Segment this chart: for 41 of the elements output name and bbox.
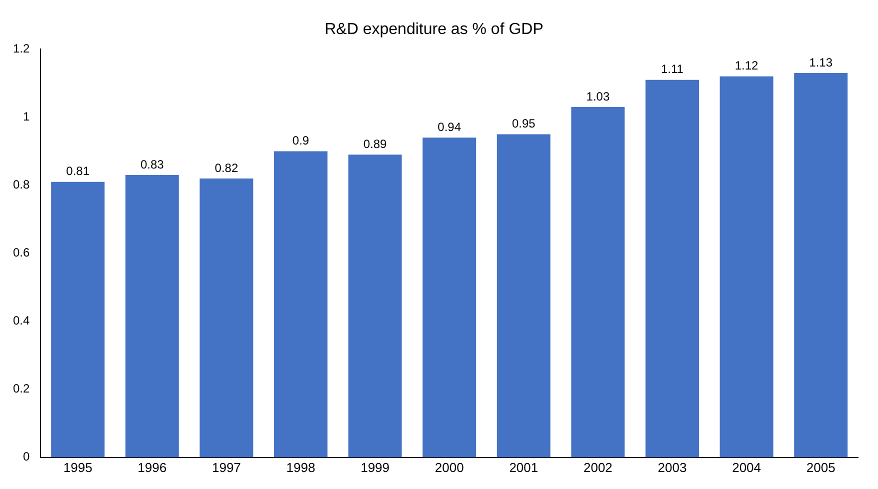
bar xyxy=(200,178,254,458)
chart-title: R&D expenditure as % of GDP xyxy=(324,21,544,38)
bar xyxy=(794,73,848,458)
data-label: 0.89 xyxy=(363,136,388,151)
x-tick-label: 1999 xyxy=(360,460,390,475)
data-label: 0.81 xyxy=(66,164,90,178)
x-tick-label: 1997 xyxy=(212,460,241,475)
bar xyxy=(645,80,699,458)
y-tick-label: 1.2 xyxy=(12,42,30,56)
data-label: 0.94 xyxy=(438,120,462,134)
data-label: 1.03 xyxy=(586,89,610,104)
bar xyxy=(51,182,105,458)
x-tick-label: 2004 xyxy=(732,460,762,475)
data-label: 1.13 xyxy=(809,55,833,70)
data-label: 0.83 xyxy=(140,157,164,172)
y-tick-label: 0 xyxy=(22,450,30,464)
bar xyxy=(571,107,625,458)
y-tick-label: 1 xyxy=(22,110,30,124)
data-label: 0.82 xyxy=(214,160,238,175)
data-label: 1.12 xyxy=(734,58,759,73)
y-tick-label: 0.4 xyxy=(12,314,30,328)
data-label: 0.95 xyxy=(512,116,536,131)
x-tick-label: 2000 xyxy=(434,460,464,475)
x-tick-label: 2001 xyxy=(509,460,538,475)
data-label: 0.9 xyxy=(292,134,310,148)
x-tick-label: 1996 xyxy=(138,460,167,475)
bar xyxy=(274,151,328,458)
bar xyxy=(422,138,476,458)
x-tick-label: 2002 xyxy=(583,460,612,475)
x-tick-label: 2003 xyxy=(658,460,687,475)
bar xyxy=(348,154,402,458)
bar xyxy=(496,134,550,458)
x-tick-label: 1998 xyxy=(286,460,316,475)
data-label: 1.11 xyxy=(661,62,684,76)
bar xyxy=(720,76,774,458)
y-tick-label: 0.8 xyxy=(12,178,30,192)
bar xyxy=(125,175,179,458)
x-tick-label: 2005 xyxy=(806,460,836,475)
y-tick-label: 0.6 xyxy=(12,246,30,260)
x-tick-label: 1995 xyxy=(63,460,92,475)
y-tick-label: 0.2 xyxy=(12,382,30,396)
